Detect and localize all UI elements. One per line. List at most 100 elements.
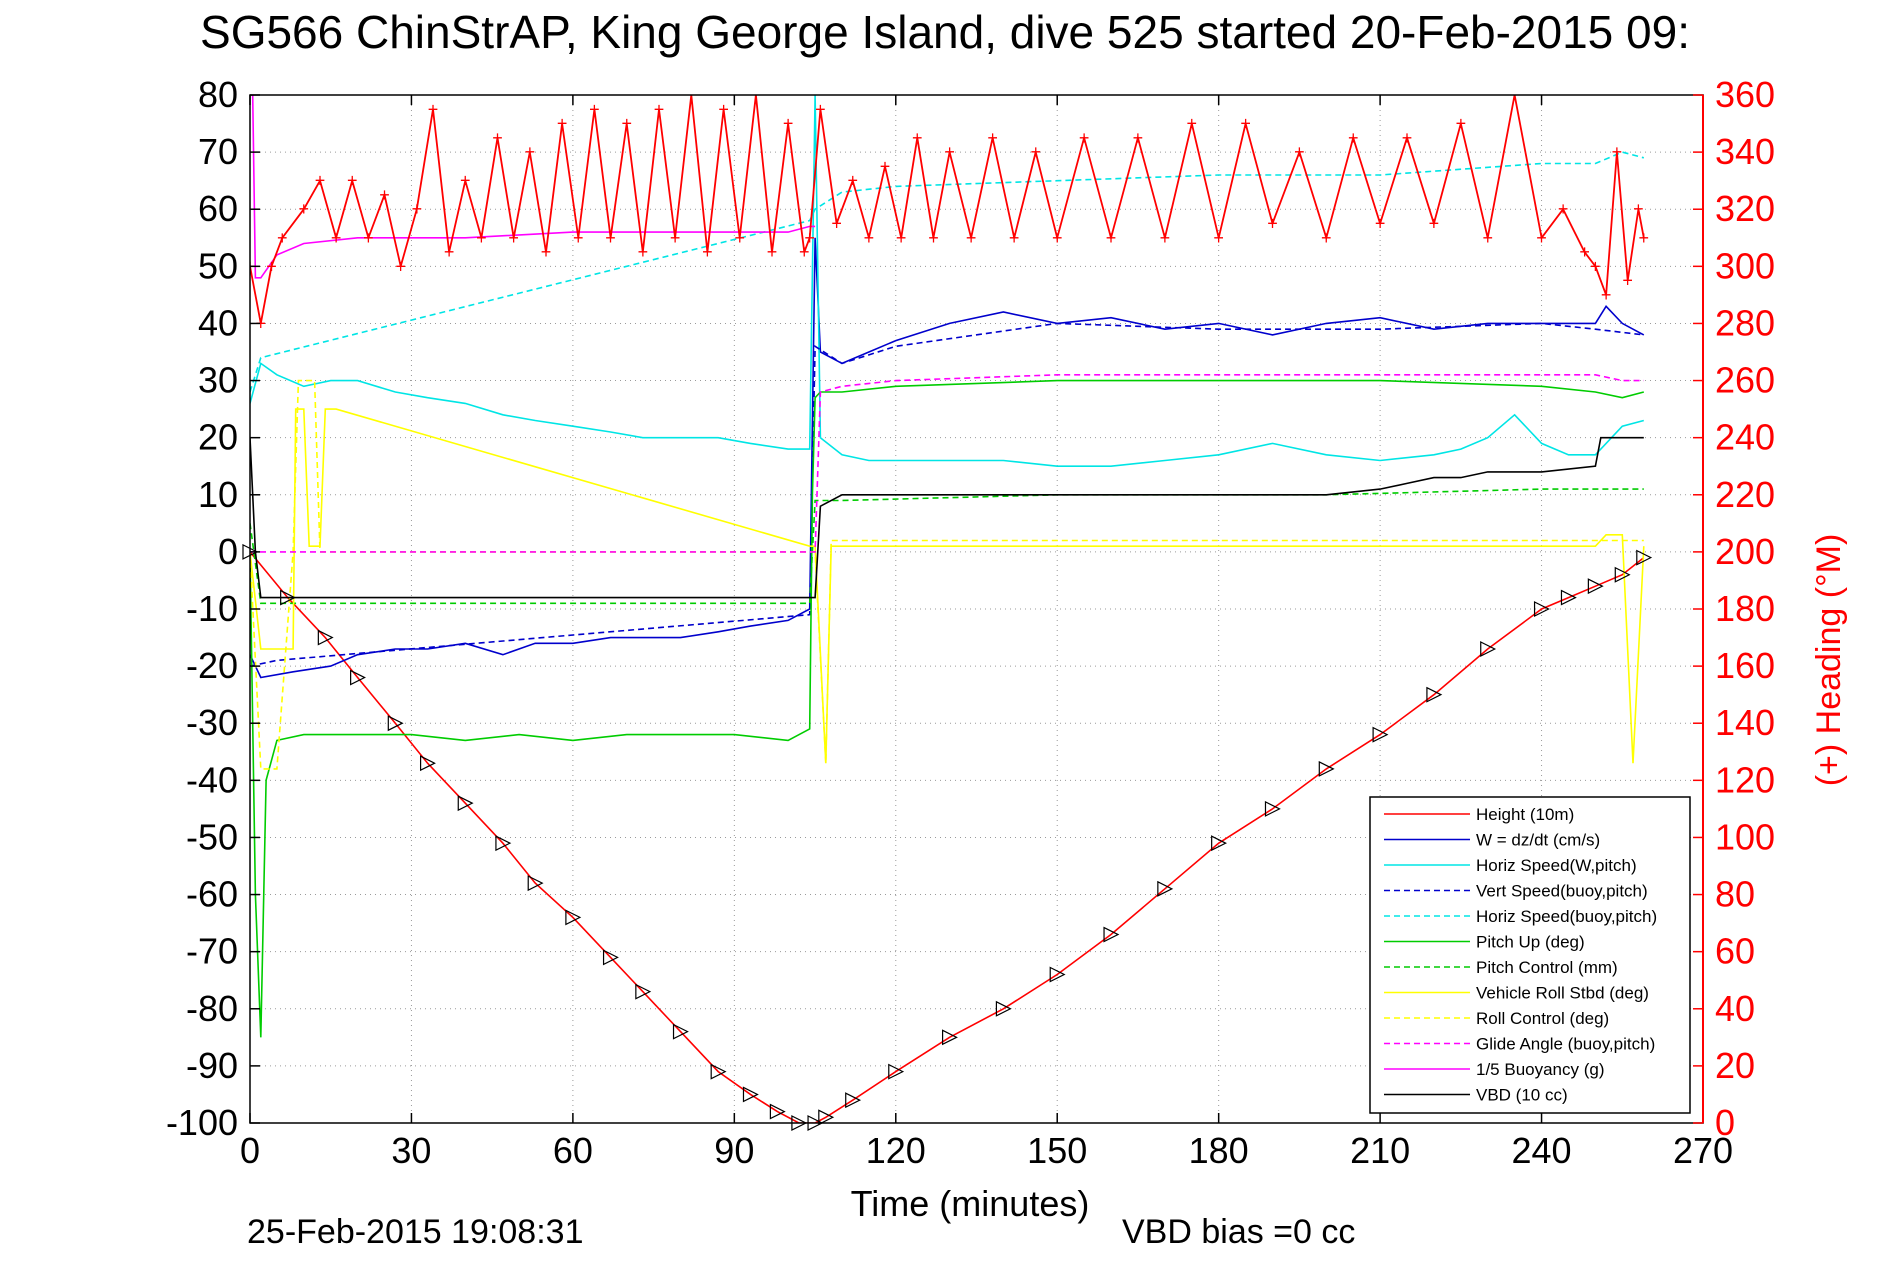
heading-marker: + xyxy=(1456,114,1467,134)
heading-marker: + xyxy=(1509,85,1520,105)
heading-marker: + xyxy=(1009,228,1020,248)
heading-marker: + xyxy=(277,228,288,248)
heading-marker: + xyxy=(347,171,358,191)
y-right-tick-label: 220 xyxy=(1715,474,1775,515)
series-line-roll-control-deg xyxy=(250,379,1644,770)
y-right-tick-label: 200 xyxy=(1715,531,1775,572)
series-line-horiz-speed-w-pitch xyxy=(250,95,1645,468)
chart-title: SG566 ChinStrAP, King George Island, div… xyxy=(200,6,1690,58)
y-left-tick-label: 40 xyxy=(198,302,238,343)
x-tick-label: 270 xyxy=(1673,1130,1733,1171)
heading-marker: + xyxy=(1079,128,1090,148)
heading-marker: + xyxy=(987,128,998,148)
height-triangle-marker xyxy=(527,875,544,892)
x-tick-label: 240 xyxy=(1512,1130,1572,1171)
legend-entry: Roll Control (deg) xyxy=(1476,1009,1609,1028)
legend-entry: W = dz/dt (cm/s) xyxy=(1476,831,1600,850)
heading-marker: + xyxy=(751,85,762,105)
x-axis-ticks: 0 30 60 90 120 150 180 210 240 270 xyxy=(240,95,1733,1171)
footer-vbd-bias: VBD bias =0 cc xyxy=(1122,1213,1355,1251)
y-right-tick-label: 360 xyxy=(1715,74,1775,115)
heading-marker: + xyxy=(799,242,810,262)
legend-entry: Pitch Control (mm) xyxy=(1476,958,1618,977)
x-tick-label: 150 xyxy=(1027,1130,1087,1171)
x-tick-label: 120 xyxy=(866,1130,926,1171)
height-triangle-marker xyxy=(350,669,366,686)
series-line-1-5-buoyancy-g xyxy=(250,95,816,279)
footer-timestamp: 25-Feb-2015 19:08:31 xyxy=(247,1213,583,1251)
heading-marker: + xyxy=(573,228,584,248)
height-triangle-marker xyxy=(1636,549,1653,566)
heading-marker: + xyxy=(1267,214,1278,234)
series-line-height-10m xyxy=(250,551,1645,1123)
y-left-tick-label: -80 xyxy=(186,988,238,1029)
heading-marker: + xyxy=(331,228,342,248)
legend-entry: Pitch Up (deg) xyxy=(1476,933,1585,952)
height-triangle-marker xyxy=(1049,966,1066,983)
y-left-tick-label: 30 xyxy=(198,360,238,401)
y-right-tick-label: 0 xyxy=(1715,1102,1735,1143)
heading-marker: + xyxy=(557,114,568,134)
series-line-vert-speed-buoy-pitch xyxy=(250,322,1644,667)
heading-marker: + xyxy=(256,313,267,333)
y-left-tick-label: 10 xyxy=(198,474,238,515)
heading-marker: + xyxy=(621,114,632,134)
y-right-tick-label: 120 xyxy=(1715,759,1775,800)
heading-marker: + xyxy=(718,99,729,119)
heading-marker: + xyxy=(966,228,977,248)
legend-entry: Horiz Speed(W,pitch) xyxy=(1476,856,1637,875)
y-left-tick-label: -100 xyxy=(166,1102,238,1143)
y-left-tick-label: 50 xyxy=(198,245,238,286)
height-triangle-marker xyxy=(845,1092,862,1109)
heading-marker: + xyxy=(525,142,536,162)
height-triangle-marker xyxy=(1372,726,1389,743)
heading-marker: + xyxy=(1622,271,1633,291)
height-triangle-marker xyxy=(672,1023,689,1040)
x-tick-label: 30 xyxy=(391,1130,431,1171)
height-triangle-marker xyxy=(818,1109,835,1126)
y-right-tick-label: 340 xyxy=(1715,131,1775,172)
heading-marker: + xyxy=(266,256,277,276)
heading-marker: + xyxy=(654,99,665,119)
height-triangle-marker xyxy=(317,629,334,646)
x-tick-label: 0 xyxy=(240,1130,260,1171)
heading-marker: + xyxy=(702,242,713,262)
heading-marker: + xyxy=(864,228,875,248)
height-triangle-marker xyxy=(888,1063,905,1080)
heading-marker: + xyxy=(944,142,955,162)
heading-marker: + xyxy=(1612,142,1623,162)
heading-marker: + xyxy=(1187,114,1198,134)
heading-marker: + xyxy=(605,228,616,248)
height-triangle-marker xyxy=(387,715,404,732)
series-line-pitch-up-deg xyxy=(250,379,1645,1038)
y-right-tick-label: 160 xyxy=(1715,645,1775,686)
heading-marker: + xyxy=(1213,228,1224,248)
heading-marker: + xyxy=(896,228,907,248)
heading-marker: + xyxy=(1429,214,1440,234)
y-left-tick-label: 80 xyxy=(198,74,238,115)
heading-marker: + xyxy=(541,242,552,262)
heading-marker: + xyxy=(880,156,891,176)
y-left-tick-label: -40 xyxy=(186,759,238,800)
height-triangle-marker xyxy=(1264,800,1281,817)
y-left-tick-label: 0 xyxy=(218,531,238,572)
x-tick-label: 60 xyxy=(553,1130,593,1171)
legend-entry: Glide Angle (buoy,pitch) xyxy=(1476,1035,1655,1054)
height-triangle-marker xyxy=(1480,641,1497,657)
height-triangle-marker xyxy=(635,983,652,1000)
heading-marker: + xyxy=(1294,142,1305,162)
height-triangle-marker xyxy=(769,1103,786,1120)
heading-marker: + xyxy=(1639,228,1650,248)
height-triangle-marker xyxy=(1211,835,1228,852)
heading-marker: + xyxy=(363,228,374,248)
series-line-vbd-10-cc xyxy=(250,436,1644,599)
height-triangle-marker xyxy=(602,949,619,966)
heading-marker: + xyxy=(379,185,390,205)
y-left-tick-label: -50 xyxy=(186,816,238,857)
y-right-axis-label: (+) Heading (°M) xyxy=(1810,534,1848,787)
heading-marker: + xyxy=(686,85,697,105)
y-left-tick-label: -30 xyxy=(186,702,238,743)
height-triangle-marker xyxy=(457,795,474,812)
heading-marker: + xyxy=(412,199,423,219)
